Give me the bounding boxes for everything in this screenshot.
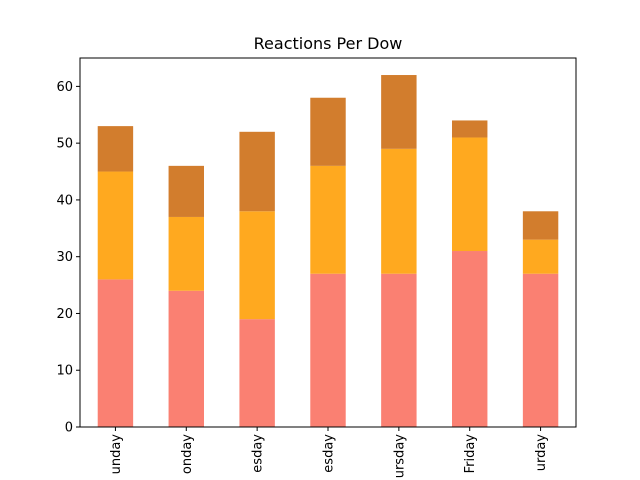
x-tick-label: urday bbox=[534, 434, 549, 472]
bar-segment-s2-c4 bbox=[381, 75, 417, 149]
bar-segment-s0-c2 bbox=[239, 319, 275, 427]
y-axis: 0 10 20 30 40 50 60 bbox=[56, 80, 80, 436]
x-tick-label: Friday bbox=[463, 434, 478, 474]
bar-segment-s2-c2 bbox=[239, 131, 275, 212]
x-tick-label: onday bbox=[180, 434, 195, 474]
bar-segment-s1-c0 bbox=[97, 171, 134, 280]
bar-segment-s0-c5 bbox=[452, 251, 488, 427]
bar-segment-s0-c1 bbox=[168, 290, 204, 427]
x-tick-label: ursday bbox=[392, 434, 407, 479]
x-tick-label: esday bbox=[251, 434, 266, 473]
bar-segment-s2-c5 bbox=[452, 120, 488, 138]
bar-segment-s0-c6 bbox=[522, 273, 559, 427]
bar-segment-s1-c1 bbox=[168, 216, 204, 291]
bar-segment-s0-c4 bbox=[381, 273, 417, 427]
bar-segment-s2-c1 bbox=[168, 165, 204, 217]
bar-segment-s1-c3 bbox=[310, 165, 346, 274]
y-tick-label: 20 bbox=[56, 307, 73, 322]
bar-segment-s2-c6 bbox=[522, 211, 559, 240]
x-tick-label: esday bbox=[322, 434, 337, 473]
y-tick-label: 60 bbox=[56, 80, 73, 95]
bar-segment-s1-c4 bbox=[381, 148, 417, 274]
bar-segment-s0-c0 bbox=[97, 279, 134, 427]
bar-segment-s1-c5 bbox=[452, 137, 488, 252]
y-tick-label: 40 bbox=[56, 193, 73, 208]
bar-segment-s2-c0 bbox=[97, 126, 134, 172]
y-tick-label: 10 bbox=[56, 364, 73, 379]
bars-group bbox=[97, 75, 559, 427]
x-axis: unday onday esday esday ursday Friday urday bbox=[109, 427, 549, 478]
chart-title: Reactions Per Dow bbox=[254, 34, 403, 53]
plot-frame bbox=[79, 57, 577, 428]
bar-segment-s0-c3 bbox=[310, 273, 346, 427]
y-tick-label: 0 bbox=[65, 421, 73, 436]
bar-segment-s2-c3 bbox=[310, 97, 346, 166]
y-tick-label: 50 bbox=[56, 137, 73, 152]
y-tick-label: 30 bbox=[56, 250, 73, 265]
bar-segment-s1-c2 bbox=[239, 211, 275, 320]
x-tick-label: unday bbox=[109, 434, 124, 475]
bar-segment-s1-c6 bbox=[522, 239, 559, 274]
